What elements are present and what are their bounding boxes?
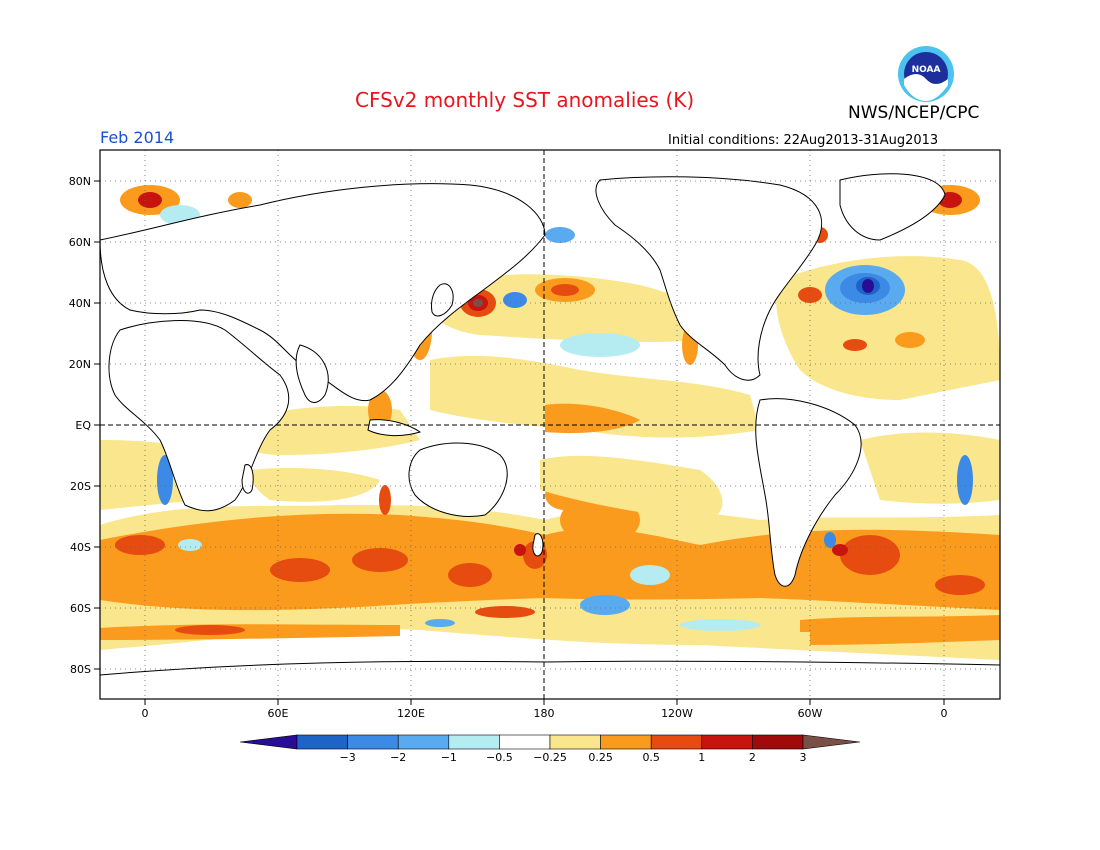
colorbar-tick-label: −2: [390, 751, 406, 764]
graticule: [100, 150, 1000, 699]
coastlines: [100, 173, 1000, 699]
noaa-logo: NOAA: [898, 46, 954, 102]
lat-tick-label: 40S: [70, 541, 91, 554]
colorbar-swatch: [347, 734, 399, 750]
colorbar: −3 −2 −1 −0.5 −0.25 0.25 0.5 1 2 3: [239, 734, 861, 764]
colorbar-swatch: [752, 734, 804, 750]
south-america-outline: [755, 398, 862, 587]
agency-label: NWS/NCEP/CPC: [848, 103, 980, 123]
colorbar-swatch: [650, 734, 703, 750]
colorbar-swatch: [499, 734, 551, 750]
japan-outline: [431, 283, 454, 317]
lon-tick-label: 60E: [268, 707, 289, 720]
colorbar-tick-label: 2: [749, 751, 756, 764]
colorbar-tick-label: −0.25: [533, 751, 567, 764]
colorbar-tick-label: −0.5: [486, 751, 513, 764]
north-pacific-anomalies: [408, 227, 708, 365]
africa-outline: [108, 320, 290, 512]
colorbar-tick-label: 0.5: [642, 751, 660, 764]
lat-tick-label: 60S: [70, 602, 91, 615]
axis-tick-marks: [94, 180, 945, 705]
svg-text:NOAA: NOAA: [912, 65, 941, 75]
anomaly-fields: [100, 185, 1000, 660]
colorbar-extend-low: [239, 734, 298, 750]
colorbar-tick-label: 0.25: [588, 751, 613, 764]
lat-tick-label: 40N: [69, 297, 91, 310]
initial-conditions-label: Initial conditions: 22Aug2013-31Aug2013: [668, 133, 939, 148]
map-title: CFSv2 monthly SST anomalies (K): [355, 88, 695, 112]
period-label: Feb 2014: [100, 128, 175, 147]
colorbar-extend-high: [802, 734, 861, 750]
colorbar-swatch: [397, 734, 450, 750]
lon-tick-label: 120E: [397, 707, 425, 720]
india-outline: [295, 344, 329, 403]
north-atlantic-anomalies: [776, 227, 1000, 400]
lon-tick-label: 0: [142, 707, 149, 720]
colorbar-tick-label: 3: [800, 751, 807, 764]
antarctica-outline: [100, 660, 1000, 699]
indonesia-outline: [367, 419, 422, 437]
reference-lines: [100, 150, 1000, 699]
lon-tick-label: 120W: [661, 707, 693, 720]
lat-tick-label: EQ: [75, 419, 91, 432]
lon-tick-label: 180: [534, 707, 555, 720]
new-zealand-outline: [532, 533, 544, 557]
colorbar-tick-label: 1: [698, 751, 705, 764]
colorbar-tick-label: −3: [339, 751, 355, 764]
north-america-outline: [595, 176, 823, 381]
colorbar-swatch: [701, 734, 753, 750]
greenland-outline: [839, 173, 946, 241]
colorbar-swatch: [448, 734, 500, 750]
australia-outline: [408, 442, 508, 517]
eurasia-outline: [100, 183, 546, 402]
southern-cold-spots: [178, 532, 836, 631]
lon-tick-label: 0: [941, 707, 948, 720]
lat-tick-label: 20S: [70, 480, 91, 493]
lat-tick-label: 20N: [69, 358, 91, 371]
lat-tick-label: 80N: [69, 175, 91, 188]
colorbar-tick-label: −1: [441, 751, 457, 764]
colorbar-swatch: [600, 734, 652, 750]
colorbar-swatch: [549, 734, 601, 750]
lon-tick-label: 60W: [798, 707, 823, 720]
lat-tick-label: 60N: [69, 236, 91, 249]
colorbar-swatch: [296, 734, 348, 750]
lat-tick-label: 80S: [70, 663, 91, 676]
